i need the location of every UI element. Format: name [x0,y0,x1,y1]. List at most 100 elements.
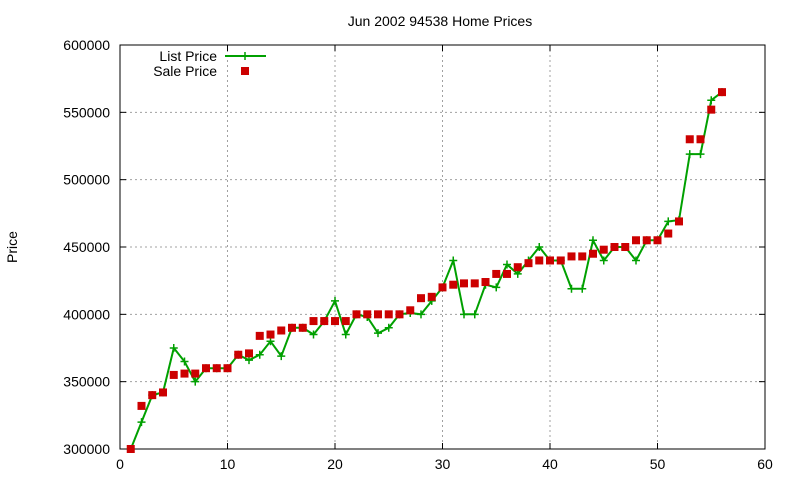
list-price-point [492,283,501,292]
sale-price-point [481,278,490,287]
sale-price-point [675,217,683,226]
list-price-point [685,150,694,159]
x-tick-label: 40 [542,456,558,472]
sale-price-point [503,269,511,278]
sale-price-point [610,243,619,251]
list-price-point [245,356,253,365]
sale-price-point [632,236,640,245]
sale-price-point [546,256,554,265]
sale-price-point [202,364,210,373]
list-price-point [417,310,425,319]
sale-price-point [599,245,608,254]
x-axis: 0 10 20 30 40 50 60 [116,45,773,472]
sale-price-point [331,317,339,326]
y-axis-label: Price [4,231,20,263]
sale-price-point [524,259,533,268]
y-tick-label: 350000 [63,374,110,390]
sale-price-point [255,331,264,340]
list-price-point [707,96,716,105]
list-price-point [255,350,264,359]
sale-price-point [288,323,296,332]
y-tick-label: 450000 [63,239,110,255]
sale-price-point [363,310,372,319]
list-price-point [470,310,479,319]
list-price-point [137,418,146,427]
sale-price-point [137,401,146,410]
sale-price-point [341,317,350,326]
legend-swatch-list-price [225,52,266,60]
sale-price-point [470,279,479,288]
sale-price-point [148,391,157,400]
list-price-point [567,284,576,293]
sale-price-point [234,350,243,359]
sale-price-point [245,349,253,358]
sale-price-point [664,229,673,238]
sale-price-point [191,369,200,378]
sale-price-point [696,135,705,144]
x-tick-label: 10 [220,456,236,472]
list-price-point [180,357,189,366]
y-axis: 300000 350000 400000 450000 500000 550000 6000… [63,37,765,457]
list-price-point [578,284,587,293]
sale-price-point [578,252,587,261]
series [126,88,726,453]
legend-plus-marker [241,52,249,60]
list-price-point [309,330,318,339]
list-price-point [266,337,275,346]
legend-swatch-sale-price [241,67,249,75]
legend-entry-list-price: List Price [159,48,217,64]
sale-price-point [277,326,286,335]
list-price-point [384,323,393,332]
list-price-point [503,260,511,269]
list-price-point [277,352,286,361]
y-tick-label: 400000 [63,306,110,322]
sale-price-point [159,388,167,397]
sale-price-point [352,310,361,319]
sale-price-point [384,310,393,319]
list-price-point [696,150,705,159]
list-price-point [599,256,608,265]
x-tick-label: 0 [116,456,124,472]
sale-price-point [621,243,630,251]
grid [120,45,765,449]
sale-price-point [653,236,662,245]
x-tick-label: 60 [757,456,773,472]
list-price-point [191,377,200,386]
sale-price-point [417,294,425,303]
sale-price-point [212,364,221,373]
y-tick-label: 550000 [63,104,110,120]
list-price-point [632,256,640,265]
sale-price-point [126,445,135,453]
x-tick-label: 30 [435,456,451,472]
legend: List Price Sale Price [153,48,266,79]
sale-price-point [309,317,318,326]
sale-price-point [685,135,694,144]
sale-price-point [567,252,576,261]
list-price-point [535,243,544,251]
list-price-point [449,256,458,265]
y-tick-label: 300000 [63,441,110,457]
sale-price-point [427,292,436,301]
list-price-point [341,330,350,339]
list-price-point [331,296,339,305]
x-tick-label: 20 [327,456,343,472]
list-price-line [129,91,723,450]
sale-price-point [374,310,382,319]
sale-price-point [449,280,458,289]
sale-price-point [556,256,565,265]
list-price-point [169,344,178,352]
list-price-point [589,236,597,245]
sale-price-point [707,105,716,114]
sale-price-point [460,279,468,288]
list-price-point [664,217,673,226]
chart-title: Jun 2002 94538 Home Prices [348,13,532,29]
sale-price-point [266,330,275,339]
sale-price-point [395,310,404,319]
list-price-point [374,329,382,338]
sale-price-point [438,283,447,292]
sale-price-point [718,88,726,97]
sale-price-point [589,249,597,258]
sale-price-point [169,370,178,379]
sale-price-point [492,269,501,278]
